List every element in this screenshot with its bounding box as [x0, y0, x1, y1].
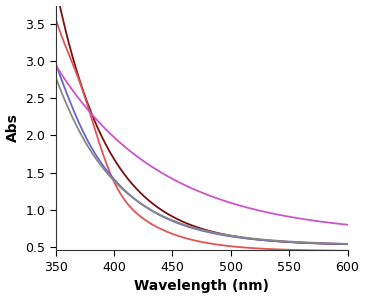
- X-axis label: Wavelength (nm): Wavelength (nm): [134, 280, 269, 293]
- Y-axis label: Abs: Abs: [5, 114, 20, 142]
